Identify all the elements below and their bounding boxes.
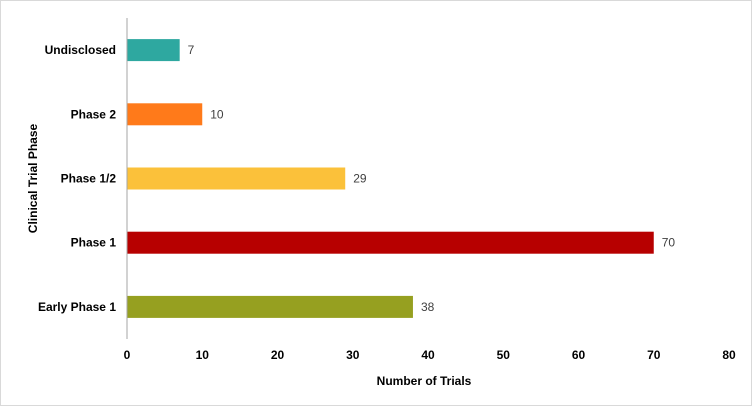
category-label-early-phase-1: Early Phase 1 [38,300,116,314]
bars-group [127,39,654,318]
x-tick-label-0: 0 [124,348,131,362]
category-labels-group: Undisclosed Phase 2 Phase 1/2 Phase 1 Early … [38,43,116,314]
value-label-phase-2: 10 [210,107,224,121]
x-tick-label-80: 80 [722,348,736,362]
value-label-phase-1: 70 [662,236,676,250]
value-label-early-phase-1: 38 [421,300,435,314]
x-tick-label-60: 60 [572,348,586,362]
bar-phase-1 [127,231,654,254]
bar-early-phase-1 [127,295,413,318]
category-label-undisclosed: Undisclosed [45,43,116,57]
x-tick-label-20: 20 [271,348,285,362]
bar-phase-2 [127,103,203,126]
value-labels-group: 7 10 29 70 38 [188,43,676,314]
y-axis-title: Clinical Trial Phase [26,123,40,233]
bar-phase-1-2 [127,167,346,190]
category-label-phase-1: Phase 1 [71,236,117,250]
x-tick-label-30: 30 [346,348,360,362]
bar-undisclosed [127,39,180,62]
value-label-phase-1-2: 29 [353,172,367,186]
x-tick-label-50: 50 [497,348,511,362]
x-tick-label-70: 70 [647,348,661,362]
x-tick-labels-group: 0 10 20 30 40 50 60 70 80 [124,348,736,362]
x-tick-label-40: 40 [421,348,435,362]
category-label-phase-1-2: Phase 1/2 [61,172,117,186]
x-axis-title: Number of Trials [377,374,472,388]
category-label-phase-2: Phase 2 [71,107,117,121]
x-tick-label-10: 10 [196,348,210,362]
value-label-undisclosed: 7 [188,43,195,57]
